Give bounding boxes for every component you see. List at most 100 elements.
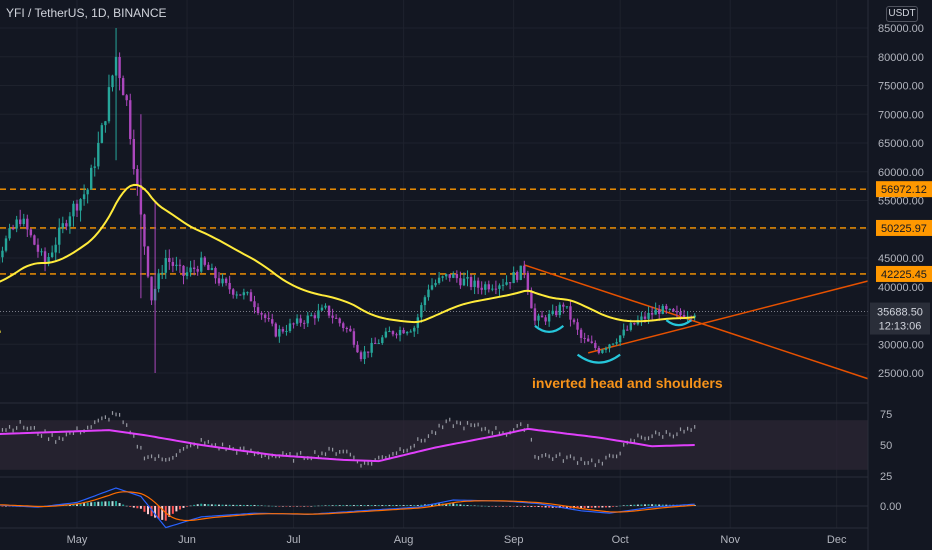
- candle-body: [47, 256, 50, 264]
- candle-body: [271, 319, 274, 324]
- macd-histogram-bar: [406, 505, 409, 506]
- candle-body: [303, 322, 306, 324]
- macd-histogram-bar: [494, 506, 497, 507]
- time-axis[interactable]: May Jun Jul Aug Sep Oct Nov Dec: [67, 534, 847, 546]
- candle-body: [647, 312, 650, 319]
- macd-histogram-bar: [175, 506, 178, 512]
- macd-histogram-bar: [221, 504, 224, 506]
- candle-body: [90, 167, 93, 190]
- level-label-bg: [876, 265, 932, 282]
- macd-histogram-bar: [320, 505, 323, 507]
- macd-histogram-bar: [196, 504, 199, 506]
- candle-body: [448, 274, 451, 278]
- candle-body: [427, 289, 430, 298]
- macd-histogram-bar: [86, 502, 89, 506]
- candle-body: [54, 244, 57, 253]
- last-price-label: 35688.50: [877, 307, 923, 319]
- macd-histogram-bar: [267, 505, 270, 507]
- macd-histogram-bar: [278, 506, 281, 507]
- macd-histogram-bar: [147, 506, 149, 515]
- candle-body: [342, 323, 345, 328]
- macd-histogram-bar: [178, 506, 181, 510]
- candle-body: [558, 304, 561, 315]
- candle-body: [679, 312, 682, 315]
- candle-body: [263, 314, 267, 319]
- candle-body: [299, 318, 302, 323]
- candle-body: [19, 219, 22, 225]
- macd-histogram-bar: [310, 506, 313, 507]
- macd-histogram-bar: [342, 505, 345, 506]
- candle-body: [256, 307, 260, 314]
- level-label: 56972.12: [881, 184, 927, 196]
- candle-body: [93, 166, 96, 168]
- candle-body: [533, 308, 537, 321]
- price-axis[interactable]: 85000.00 80000.00 75000.00 70000.00 65000.00…: [867, 0, 930, 550]
- macd-histogram-bar: [377, 505, 380, 506]
- macd-histogram-bar: [537, 506, 540, 507]
- symbol-title[interactable]: YFI / TetherUS, 1D, BINANCE: [6, 6, 167, 20]
- candle-body: [672, 308, 675, 312]
- candle-body: [356, 344, 359, 353]
- candle-body: [224, 278, 228, 283]
- macd-histogram-bar: [431, 503, 433, 506]
- macd-histogram-bar: [136, 506, 139, 509]
- macd-histogram-bar: [505, 506, 508, 507]
- candle-body: [317, 310, 320, 319]
- macd-histogram-bar: [448, 503, 451, 506]
- candle-body: [402, 329, 405, 334]
- macd-histogram-bar: [352, 505, 355, 506]
- candle-body: [65, 223, 68, 227]
- candle-body: [430, 285, 434, 290]
- macd-histogram-bar: [257, 505, 260, 506]
- macd-histogram-bar: [189, 505, 192, 507]
- candle-body: [281, 329, 285, 332]
- candle-body: [161, 272, 164, 274]
- macd-histogram-bar: [384, 505, 387, 506]
- candle-body: [331, 315, 334, 318]
- candle-body: [665, 305, 668, 310]
- interval-label: 1D: [91, 6, 107, 20]
- candle-body: [349, 328, 352, 332]
- candle-body: [423, 297, 427, 306]
- candle-body: [146, 246, 150, 277]
- pattern-annotation: inverted head and shoulders: [532, 375, 723, 391]
- candle-body: [523, 265, 526, 273]
- macd-histogram-bar: [335, 505, 338, 506]
- macd-histogram-bar: [139, 506, 142, 509]
- macd-histogram-bar: [636, 504, 639, 506]
- candle-body: [381, 337, 384, 344]
- macd-histogram-bar: [640, 504, 643, 506]
- macd-histogram-bar: [76, 504, 78, 506]
- time-tick: Dec: [827, 534, 847, 546]
- macd-histogram-bar: [416, 505, 419, 506]
- macd-histogram-bar: [93, 501, 96, 506]
- candle-body: [217, 278, 221, 284]
- macd-histogram-bar: [235, 504, 238, 506]
- macd-histogram-bar: [100, 501, 103, 506]
- candle-body: [494, 288, 498, 290]
- candle-body: [668, 308, 672, 310]
- macd-histogram-bar: [455, 503, 458, 506]
- candle-body: [618, 335, 622, 343]
- macd-histogram-bar: [580, 506, 583, 509]
- level-label-bg: [876, 181, 932, 198]
- currency-badge[interactable]: USDT: [886, 6, 918, 22]
- macd-histogram-bar: [225, 504, 228, 506]
- macd-histogram-bar: [409, 505, 412, 506]
- macd-histogram-bar: [313, 505, 316, 507]
- macd-histogram-bar: [118, 503, 121, 506]
- macd-histogram-bar: [306, 506, 309, 507]
- candle-body: [178, 264, 182, 266]
- candle-body: [388, 331, 391, 333]
- candle-body: [200, 257, 203, 272]
- candle-body: [36, 244, 40, 252]
- macd-histogram-bar: [210, 504, 213, 506]
- candle-body: [604, 348, 608, 350]
- macd-histogram-bar: [83, 503, 86, 506]
- head-arc: [576, 353, 621, 364]
- candle-body: [608, 344, 611, 349]
- candle-body: [501, 284, 505, 286]
- price-tick: 40000.00: [878, 282, 924, 294]
- macd-histogram-bar: [604, 506, 607, 508]
